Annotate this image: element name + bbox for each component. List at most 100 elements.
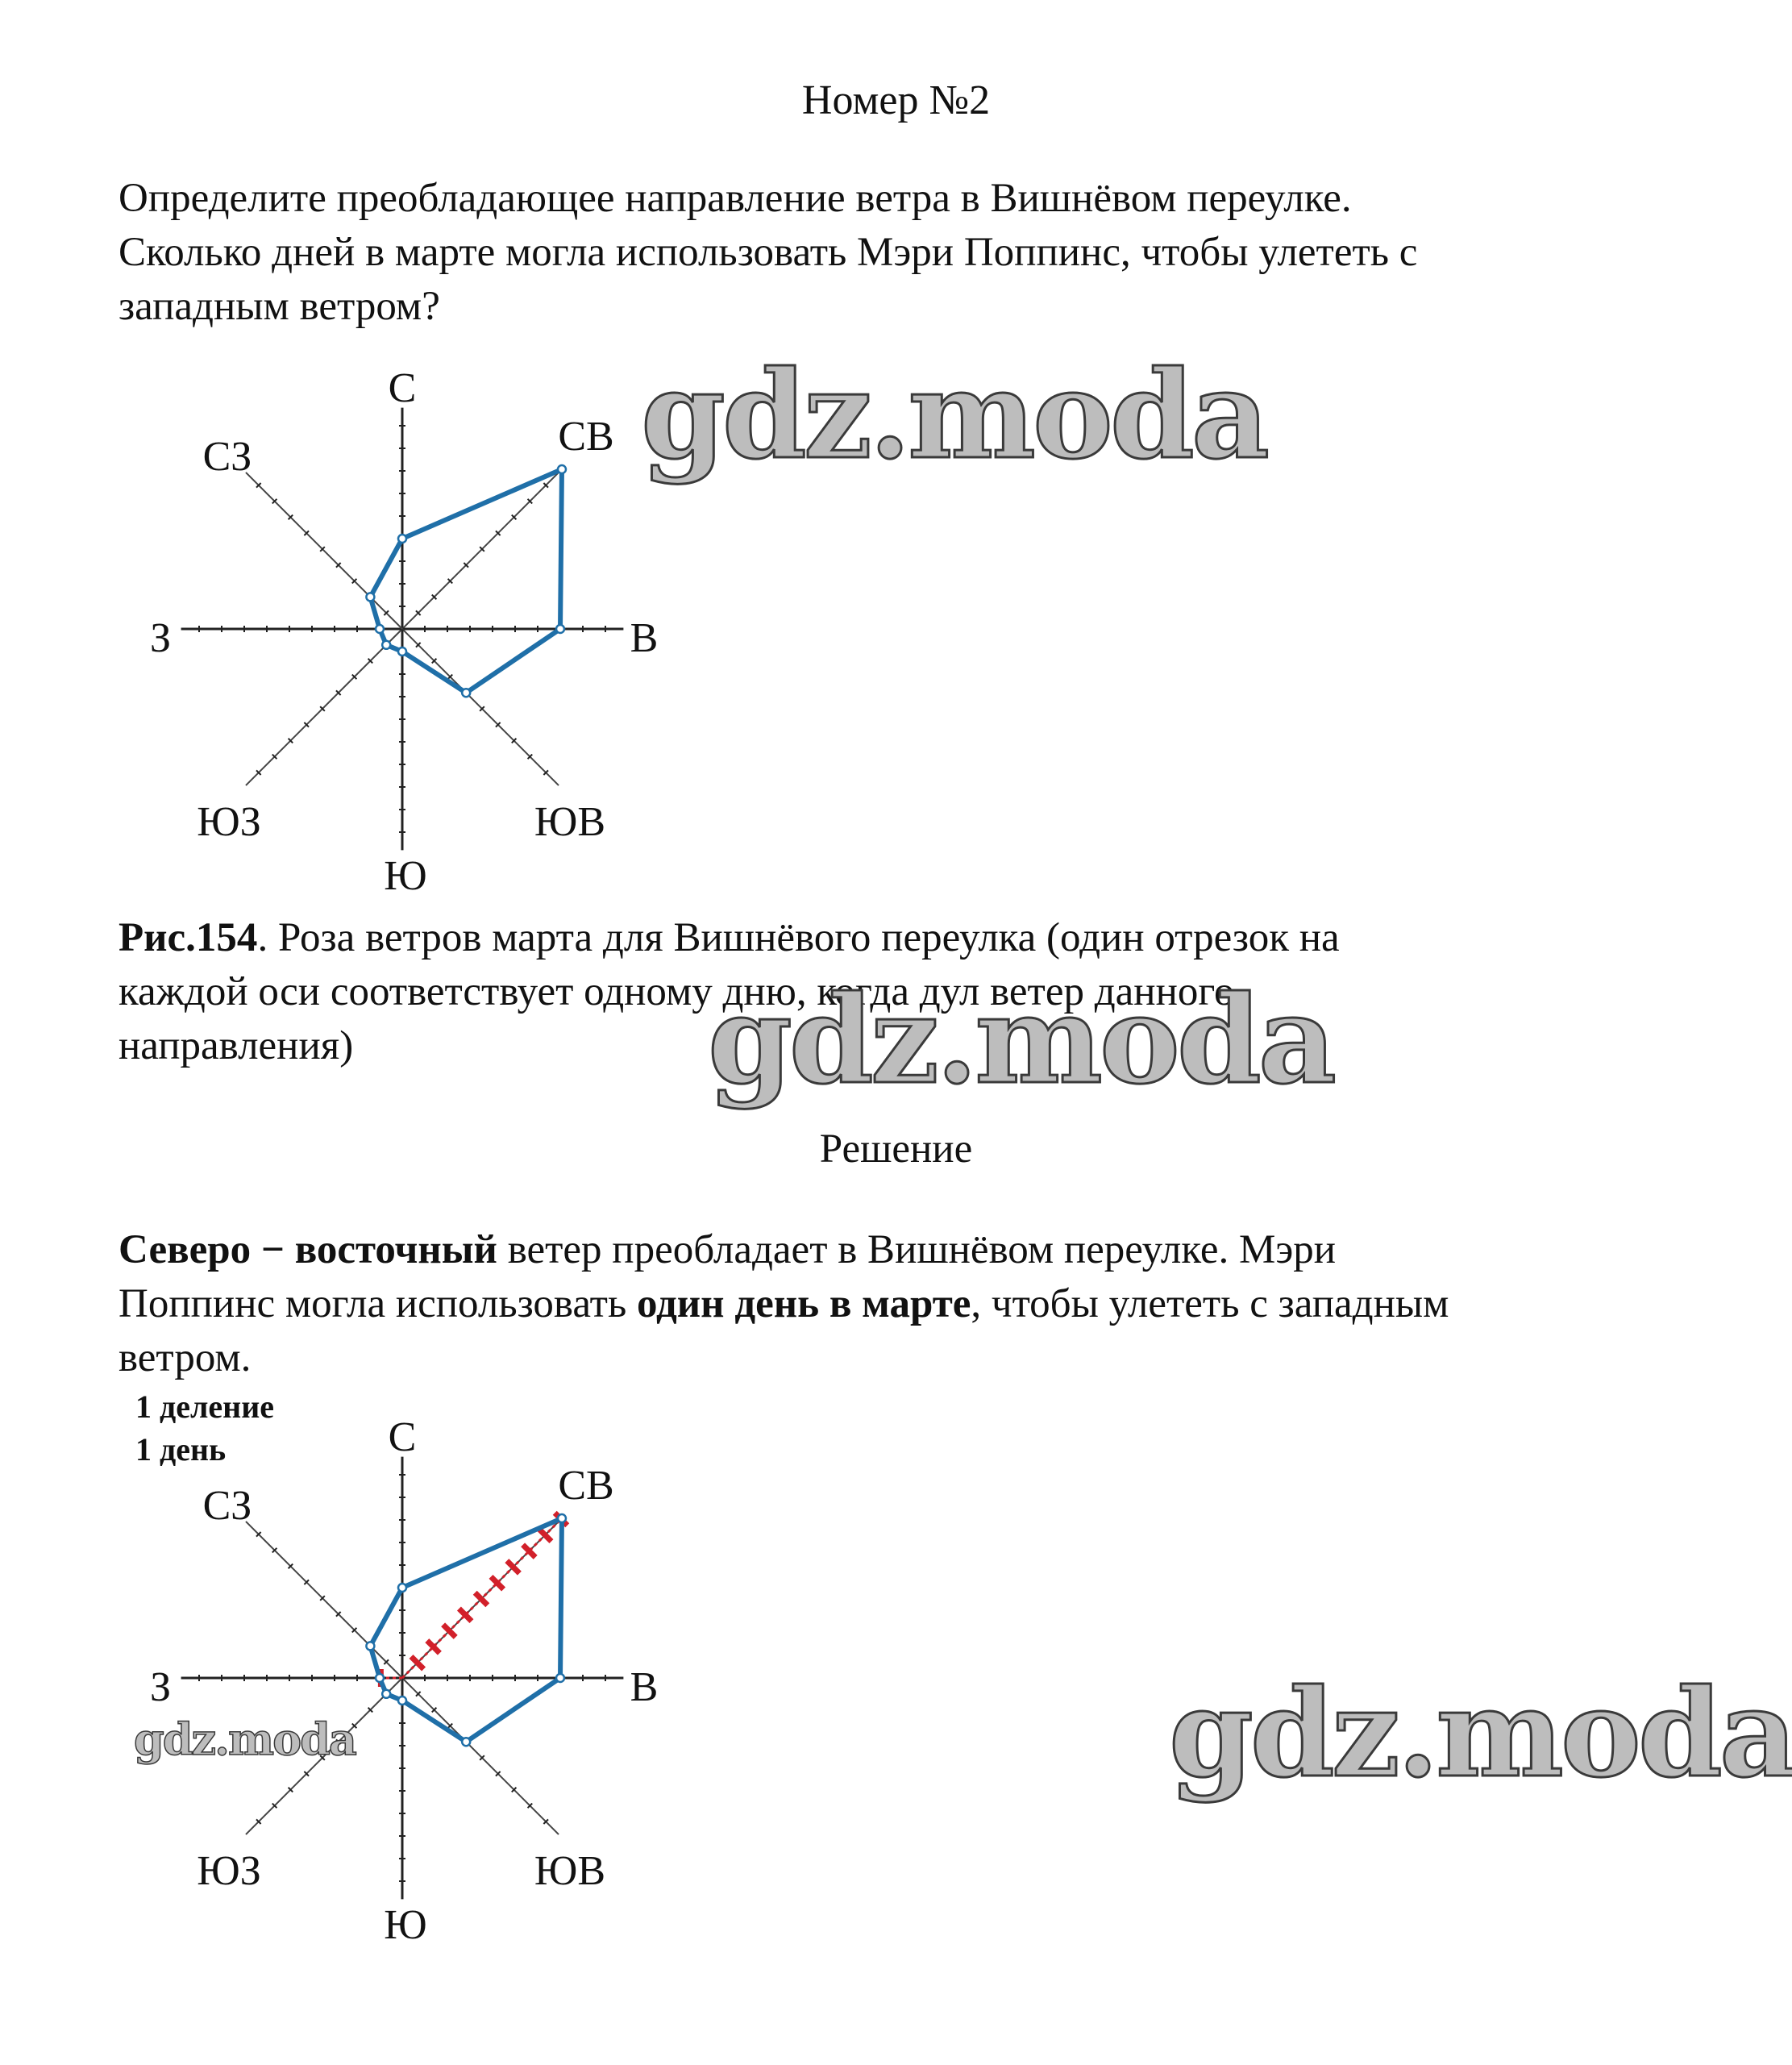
data-point-З [374, 1672, 385, 1684]
axis-tick [526, 1802, 533, 1809]
solution-heading: Решение [819, 1126, 973, 1172]
axis-5 [245, 1677, 403, 1835]
data-point-Ю [397, 1695, 408, 1706]
data-point-С [397, 1582, 408, 1593]
axis-7 [245, 472, 403, 630]
data-point-ЮЗ [380, 639, 392, 651]
axis-tick [511, 1787, 518, 1793]
axis-tick [256, 1818, 262, 1825]
direction-label: Ю [384, 1902, 426, 1948]
direction-label: В [630, 1664, 659, 1710]
caption-text: . Роза ветров марта для Вишнёвого переул… [257, 915, 1340, 960]
data-point-З [374, 623, 385, 635]
data-point-В [555, 623, 566, 635]
answer-text: , чтобы улететь с западным [971, 1281, 1449, 1326]
data-point-Ю [397, 646, 408, 657]
axis-tick [415, 610, 422, 616]
axis-tick [431, 658, 438, 664]
axis-tick [303, 722, 310, 728]
axis-tick [287, 1563, 293, 1569]
axis-7 [245, 1521, 403, 1679]
axis-tick [383, 1659, 389, 1665]
direction-label: ЮЗ [197, 799, 261, 845]
axis-tick [287, 738, 293, 744]
axis-3 [401, 628, 559, 786]
axis-tick [351, 1722, 358, 1729]
wind-rose-figure: С СВ В ЮВ Ю ЮЗ З СЗ [150, 365, 659, 899]
axis-5 [245, 628, 403, 786]
axis-tick [319, 546, 326, 552]
direction-label: З [150, 615, 171, 661]
highlight-mark [521, 1543, 538, 1559]
axis-tick [256, 769, 262, 776]
question-text: Определите преобладающее направление вет… [118, 172, 1715, 334]
question-line: западным ветром? [118, 284, 440, 329]
axis-tick [479, 706, 485, 712]
axis-3 [401, 1677, 559, 1835]
answer-bold: Северо − восточный [118, 1227, 497, 1272]
answer-text: ветром. [118, 1335, 252, 1380]
axis-tick [511, 738, 518, 744]
answer-text: Поппинс могла использовать [118, 1281, 637, 1326]
axis-tick [447, 673, 453, 680]
axis-tick [287, 1787, 293, 1793]
data-point-ЮВ [460, 1736, 472, 1747]
axis-tick [272, 1802, 278, 1809]
answer-text: ветер преобладает в Вишнёвом переулке. М… [497, 1227, 1337, 1272]
legend-line: 1 день [135, 1431, 227, 1468]
data-point-СВ [556, 1513, 568, 1524]
direction-label: В [630, 615, 659, 661]
direction-label: Ю [384, 853, 426, 899]
page-title: Номер №2 [801, 77, 991, 123]
axis-tick [495, 530, 501, 536]
data-point-СЗ [365, 1641, 376, 1651]
axis-tick [431, 593, 438, 600]
data-point-В [555, 1672, 566, 1684]
legend-line: 1 деление [135, 1388, 275, 1425]
direction-label: СЗ [203, 434, 252, 480]
data-point-СВ [556, 464, 568, 475]
axis-tick [303, 1579, 310, 1585]
axis-tick [415, 642, 422, 648]
wind-rose-solution: С СВ В ЮВ Ю ЮЗ З СЗ [150, 1414, 659, 1948]
caption-text: направления) [118, 1023, 354, 1068]
axis-tick [351, 578, 358, 585]
data-point-ЮЗ [380, 1688, 392, 1700]
axis-tick [495, 1771, 501, 1777]
axis-tick [335, 1611, 342, 1617]
axis-tick [335, 689, 342, 696]
axis-tick [256, 1531, 262, 1538]
scale-legend: 1 деление 1 день [135, 1385, 274, 1471]
axis-tick [303, 1771, 310, 1777]
axis-tick [319, 706, 326, 712]
data-point-СЗ [365, 592, 376, 602]
axis-tick [319, 1595, 326, 1601]
direction-label: ЮВ [534, 799, 605, 845]
caption-label: Рис.154 [118, 915, 258, 960]
axis-tick [479, 546, 485, 552]
axis-tick [256, 482, 262, 489]
axis-tick [303, 530, 310, 536]
axis-tick [272, 753, 278, 760]
answer-bold: один день в марте [636, 1281, 971, 1326]
wind-rose-polygon [368, 467, 564, 696]
direction-label: ЮЗ [197, 1848, 261, 1894]
axis-tick [511, 514, 518, 520]
axis-tick [319, 1755, 326, 1761]
caption-text: каждой оси соответствует одному дню, ког… [118, 969, 1235, 1014]
data-point-ЮВ [460, 687, 472, 698]
highlight-mark [456, 1606, 474, 1624]
highlight-segment [401, 1517, 563, 1680]
axis-tick [415, 1691, 422, 1697]
highlight-mark [489, 1574, 506, 1592]
axis-tick [383, 610, 389, 616]
axis-tick [447, 578, 453, 585]
direction-label: СЗ [203, 1483, 252, 1529]
axis-tick [287, 514, 293, 520]
direction-label: СВ [558, 1463, 613, 1509]
axis-tick [463, 562, 469, 568]
axis-tick [367, 1707, 373, 1713]
axis-tick [335, 562, 342, 568]
figure-caption: Рис.154. Роза ветров марта для Вишнёвого… [118, 911, 1715, 1073]
axis-tick [367, 658, 373, 664]
